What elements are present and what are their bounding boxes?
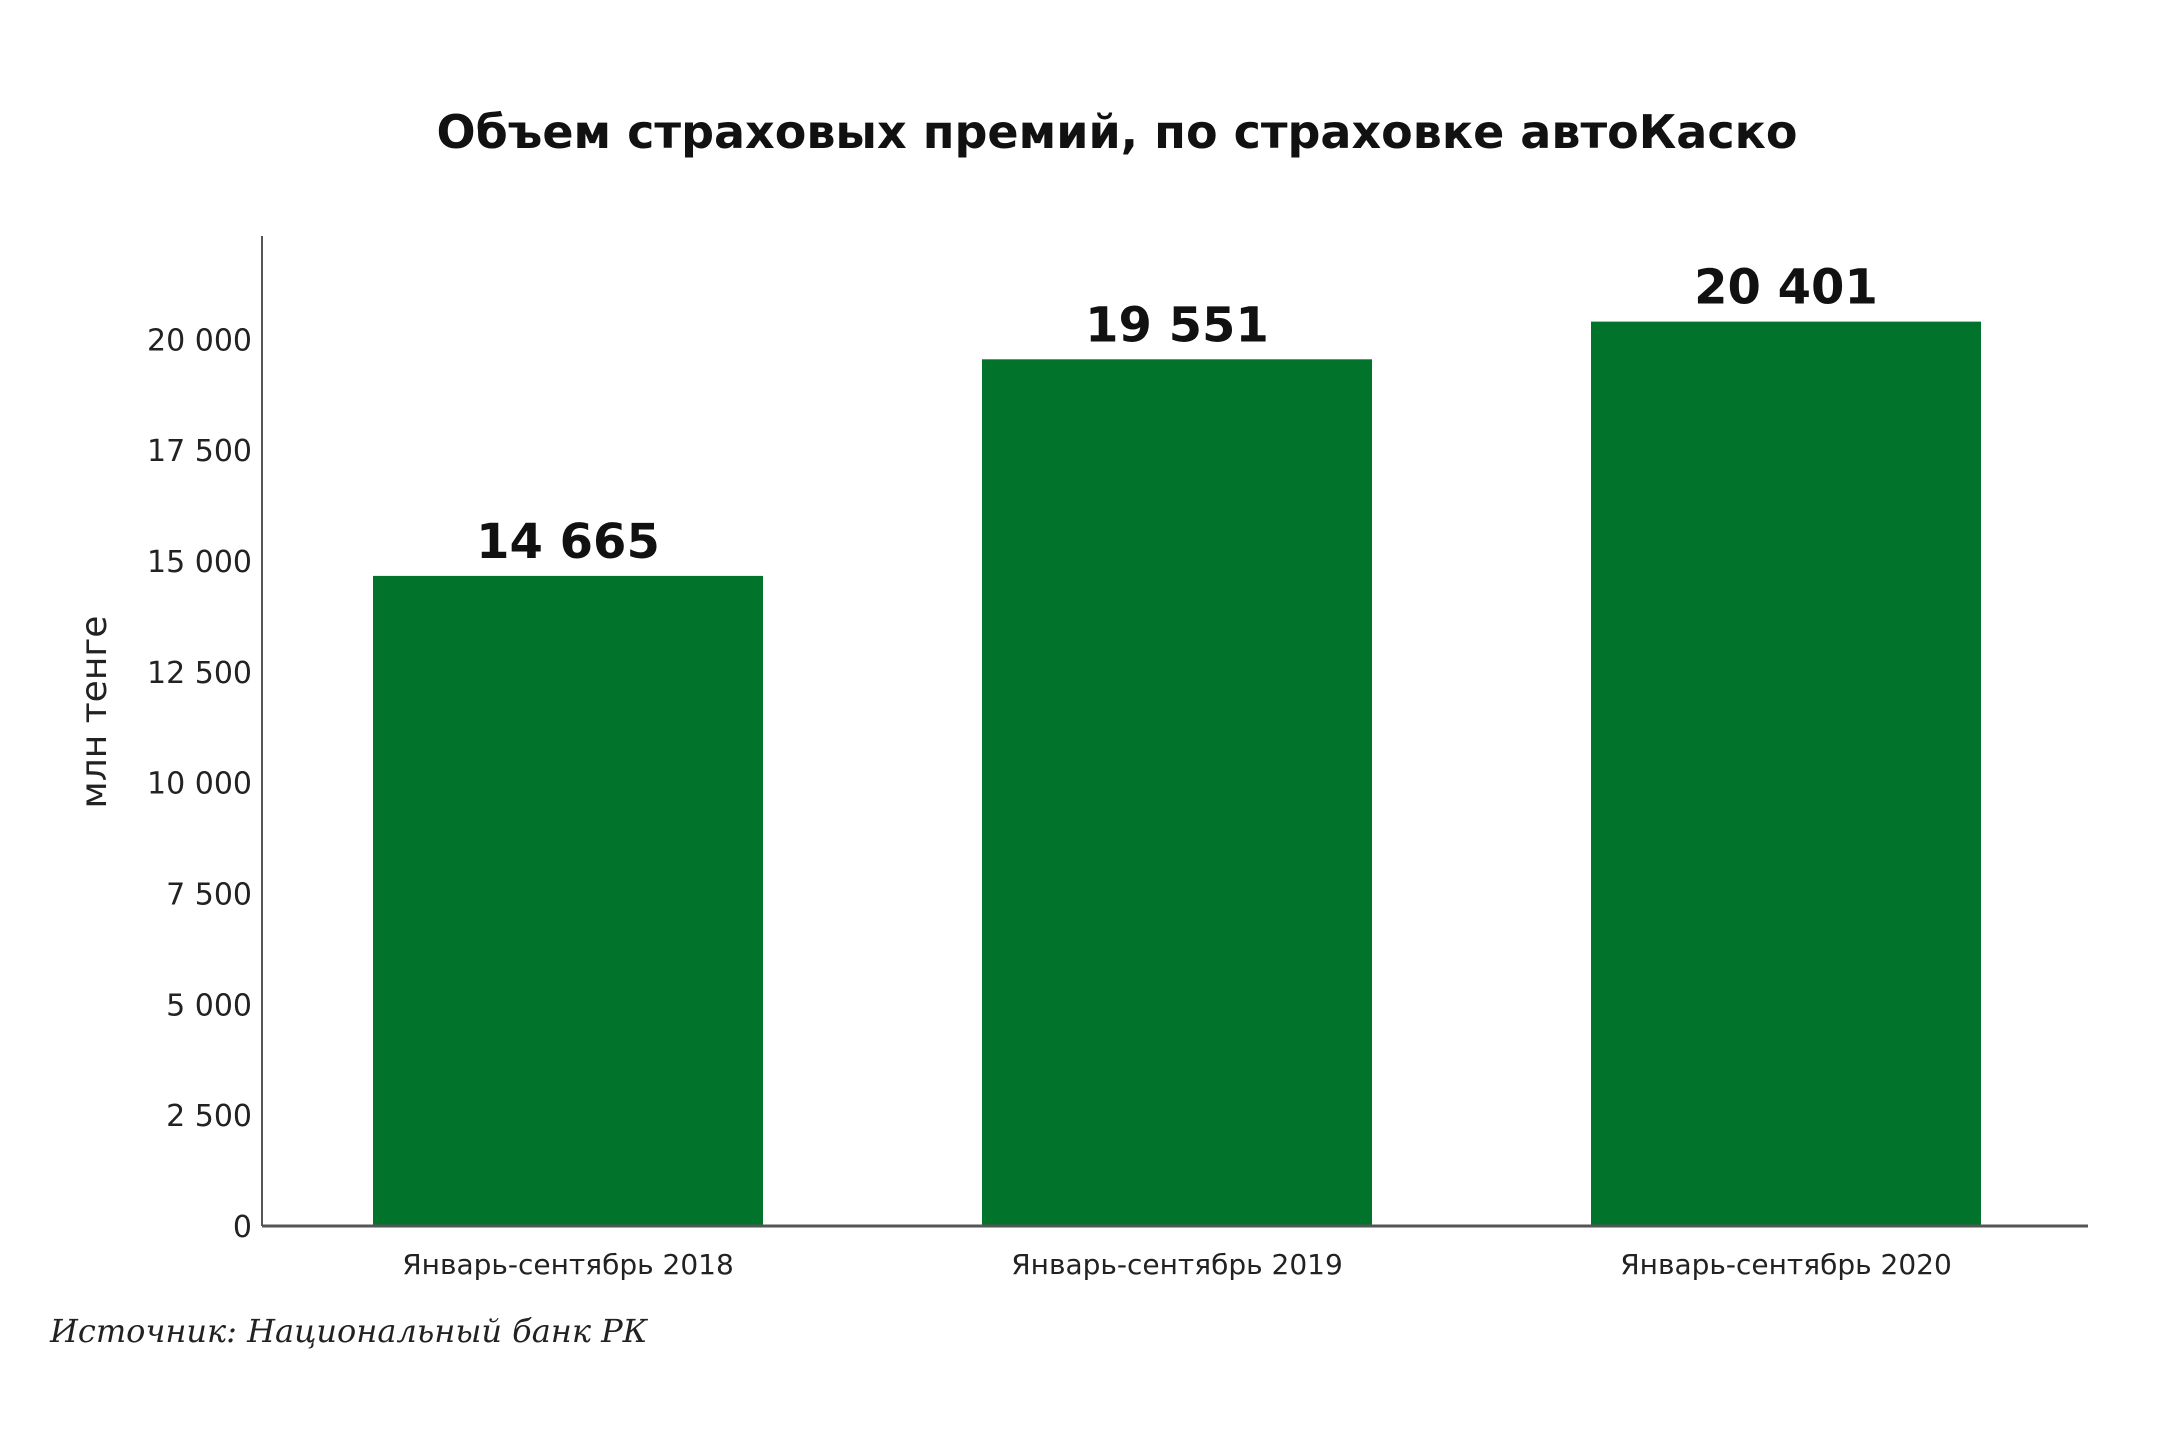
y-tick-label: 20 000 [147, 323, 252, 358]
y-tick-label: 7 500 [166, 878, 252, 913]
bars [373, 321, 1981, 1226]
y-tick-label: 5 000 [166, 988, 252, 1023]
bar [982, 359, 1372, 1226]
x-tick-label: Январь-сентябрь 2018 [402, 1248, 734, 1281]
x-tick-label: Январь-сентябрь 2020 [1620, 1248, 1952, 1281]
x-tick-label: Январь-сентябрь 2019 [1011, 1248, 1343, 1281]
y-axis-ticks: 0 2 500 5 000 7 500 10 000 12 500 15 000 17 500… [147, 323, 252, 1245]
y-tick-label: 10 000 [147, 767, 252, 802]
y-tick-label: 17 500 [147, 434, 252, 469]
chart-title: Объем страховых премий, по страховке авт… [437, 105, 1798, 159]
y-tick-label: 15 000 [147, 545, 252, 580]
data-label: 20 401 [1694, 260, 1878, 316]
x-axis-ticks: Январь-сентябрь 2018 Январь-сентябрь 2019… [402, 1248, 1952, 1281]
data-labels: 14 665 19 551 20 401 [476, 260, 1878, 570]
y-axis-label: млн тенге [74, 616, 115, 809]
y-tick-label: 0 [233, 1210, 252, 1245]
bar [373, 575, 763, 1226]
data-label: 14 665 [476, 514, 660, 570]
source-note: Источник: Национальный банк РК [49, 1312, 649, 1350]
y-tick-label: 12 500 [147, 656, 252, 691]
y-tick-label: 2 500 [166, 1099, 252, 1134]
bar [1591, 321, 1981, 1226]
data-label: 19 551 [1085, 297, 1269, 353]
